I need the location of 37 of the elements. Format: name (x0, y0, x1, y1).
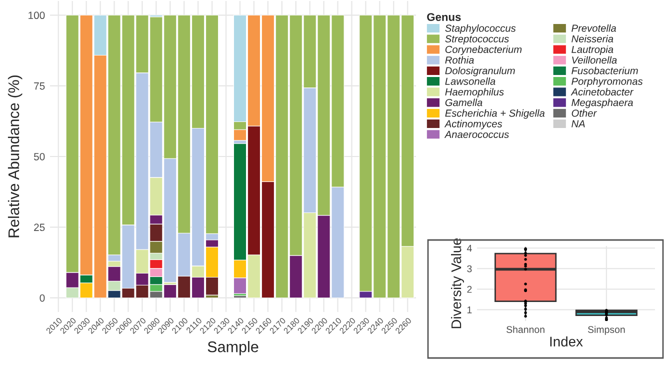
legend-label: Megasphaera (572, 98, 633, 108)
legend-label: Other (572, 109, 597, 117)
y-axis-title: Diversity Value (451, 238, 464, 328)
y-tick-label: 0 (40, 294, 45, 302)
legend-label: Anaerococcus (444, 130, 509, 138)
legend-label: Dolosigranulum (445, 66, 515, 76)
legend-label: Porphyromonas (572, 77, 643, 87)
x-axis-title: Index (550, 336, 583, 347)
legend-label: Acinetobacter (570, 88, 634, 96)
legend-label: Staphylococcus (445, 24, 516, 34)
legend-label: Corynebacterium (445, 46, 522, 56)
legend-label: Haemophilus (445, 88, 504, 98)
legend-label: Rothia (445, 56, 474, 64)
x-axis-title: Sample (208, 341, 258, 356)
y-tick-label: 75 (34, 82, 45, 90)
legend-label: Lawsonella (445, 77, 496, 85)
y-axis-title: Relative Abundance (%) (8, 75, 22, 238)
legend-label: Actinomyces (444, 120, 502, 130)
y-tick-label: 2 (467, 286, 472, 293)
legend-label: Neisseria (572, 34, 614, 42)
y-tick-label: 3 (467, 265, 472, 272)
legend-label: Veillonella (572, 56, 617, 64)
legend-label: Escherichia + Shigella (445, 109, 545, 119)
legend-label: Streptococcus (445, 35, 509, 44)
legend-label: Gamella (445, 98, 482, 106)
y-tick-label: 50 (34, 153, 45, 160)
y-tick-label: 25 (34, 224, 45, 232)
legend-label: NA (572, 120, 585, 128)
legend-label: Fusobacterium (572, 66, 638, 74)
y-tick-label: 100 (28, 12, 45, 20)
legend-label: Prevotella (572, 24, 616, 32)
y-tick-label: 4 (466, 244, 472, 252)
x-tick-label: Simpson (588, 326, 625, 335)
legend-label: Lautropia (572, 46, 614, 56)
y-tick-label: 1 (467, 306, 472, 314)
legend-title: Genus (427, 13, 461, 21)
x-tick-label: Shannon (506, 326, 544, 333)
